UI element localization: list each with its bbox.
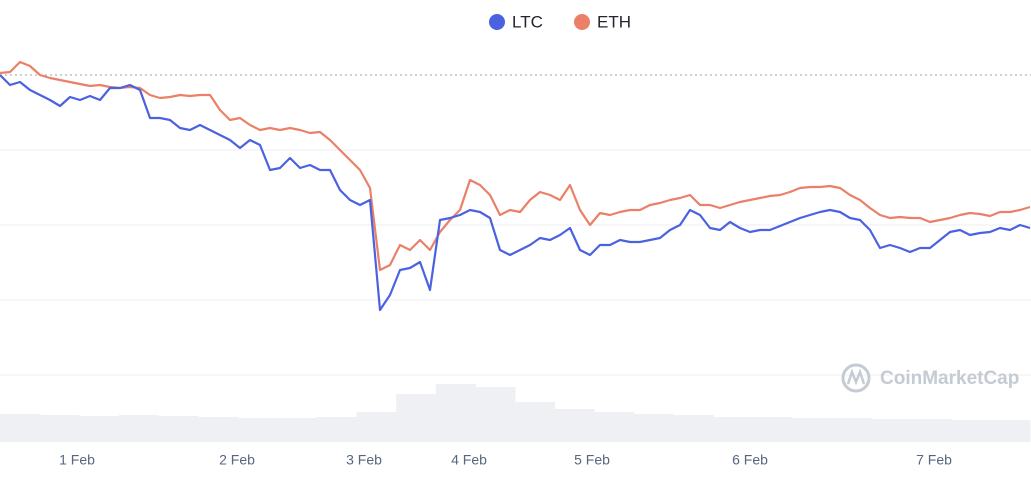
volume-bar: [752, 417, 793, 442]
volume-bar: [118, 415, 159, 442]
legend-marker: [574, 14, 590, 30]
line-series: [0, 74, 1031, 312]
x-tick-label: 4 Feb: [451, 452, 487, 468]
watermark-text: CoinMarketCap: [880, 368, 1019, 389]
volume-bar: [356, 412, 397, 442]
grid-layer: [0, 74, 1031, 376]
legend-label: LTC: [512, 12, 543, 31]
volume-bar: [950, 420, 991, 442]
watermark-logo-mark: [846, 368, 866, 386]
x-tick-label: 5 Feb: [574, 452, 610, 468]
volume-bar: [396, 394, 437, 442]
volume-bar: [435, 384, 476, 442]
x-tick-label: 2 Feb: [219, 452, 255, 468]
x-tick-label: 3 Feb: [346, 452, 382, 468]
x-axis: 1 Feb 2 Feb 3 Feb 4 Feb 5 Feb 6 Feb 7 Feb: [59, 452, 952, 468]
volume-bar: [554, 409, 595, 442]
legend-label: ETH: [597, 12, 631, 31]
volume-bar: [911, 419, 952, 442]
volume-bar: [792, 418, 833, 442]
line-layer: [0, 60, 1031, 312]
volume-bar: [633, 414, 674, 442]
volume-bar: [871, 419, 912, 442]
x-tick-label: 1 Feb: [59, 452, 95, 468]
volume-bar: [79, 416, 120, 442]
volume-layer: [0, 384, 1031, 442]
volume-bar: [594, 412, 635, 442]
volume-bar: [990, 420, 1031, 442]
x-tick-label: 6 Feb: [732, 452, 768, 468]
volume-bar: [831, 418, 873, 442]
x-tick-label: 7 Feb: [916, 452, 952, 468]
volume-bar: [277, 418, 318, 442]
legend: LTC ETH: [489, 12, 631, 31]
volume-bar: [198, 417, 239, 442]
legend-marker: [489, 14, 505, 30]
volume-bar: [158, 416, 199, 442]
watermark: CoinMarketCap: [841, 363, 1019, 393]
volume-bar: [316, 417, 358, 442]
volume-bar: [515, 402, 556, 442]
volume-bar: [0, 414, 41, 442]
volume-bar: [673, 415, 714, 442]
volume-bar: [475, 387, 516, 442]
volume-bar: [713, 417, 754, 442]
volume-bar: [39, 415, 80, 442]
line-series: [0, 60, 1031, 272]
watermark-logo: [841, 363, 871, 393]
volume-bar: [237, 418, 278, 442]
